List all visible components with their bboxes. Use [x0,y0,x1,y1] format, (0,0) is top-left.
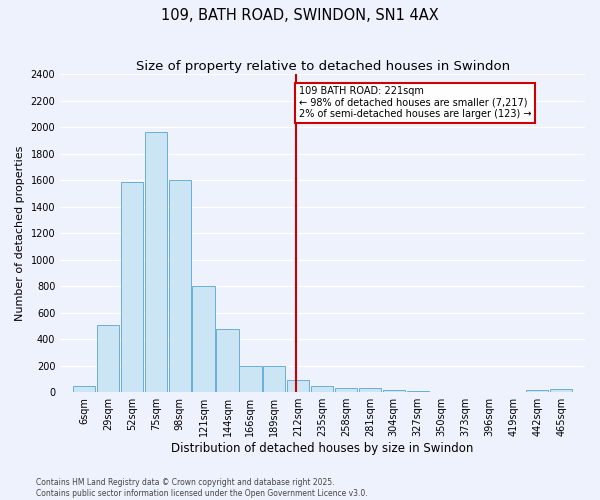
Bar [239,366,262,392]
Bar [217,328,239,392]
Text: Contains HM Land Registry data © Crown copyright and database right 2025.
Contai: Contains HM Land Registry data © Crown c… [36,478,368,498]
Bar [263,366,286,392]
Bar [383,390,405,392]
Bar [550,389,572,392]
Bar [97,324,119,392]
Title: Size of property relative to detached houses in Swindon: Size of property relative to detached ho… [136,60,509,73]
Bar [311,386,333,392]
Text: 109 BATH ROAD: 221sqm
← 98% of detached houses are smaller (7,217)
2% of semi-de: 109 BATH ROAD: 221sqm ← 98% of detached … [299,86,531,120]
Bar [169,180,191,392]
Bar [73,386,95,392]
Text: 109, BATH ROAD, SWINDON, SN1 4AX: 109, BATH ROAD, SWINDON, SN1 4AX [161,8,439,22]
X-axis label: Distribution of detached houses by size in Swindon: Distribution of detached houses by size … [172,442,474,455]
Bar [287,380,310,392]
Y-axis label: Number of detached properties: Number of detached properties [15,146,25,321]
Bar [121,182,143,392]
Bar [407,391,429,392]
Bar [335,388,357,392]
Bar [193,286,215,392]
Bar [526,390,548,392]
Bar [145,132,167,392]
Bar [359,388,381,392]
